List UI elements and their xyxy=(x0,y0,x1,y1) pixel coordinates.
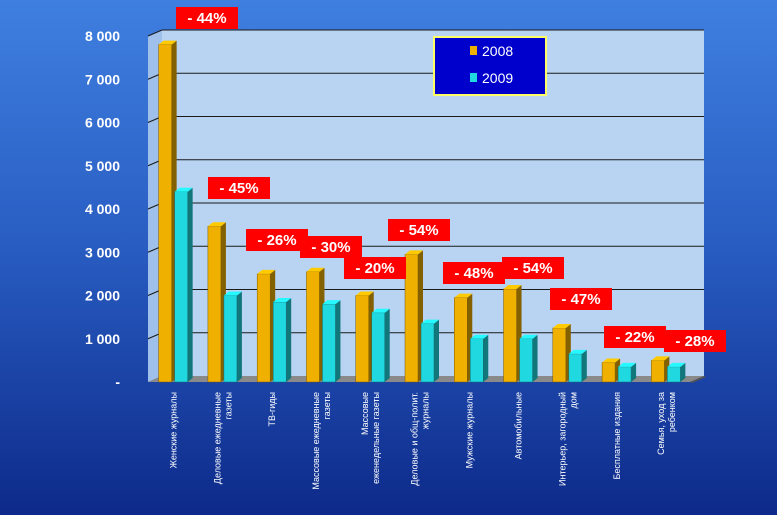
svg-text:- 54%: - 54% xyxy=(399,222,438,239)
svg-text:Массовые ежедневныегазеты: Массовые ежедневныегазеты xyxy=(311,392,332,490)
x-tick-label: Массовые ежедневныегазеты xyxy=(311,392,332,490)
svg-text:- 22%: - 22% xyxy=(615,329,654,346)
svg-text:ТВ-гиды: ТВ-гиды xyxy=(267,392,277,427)
x-tick-label: ТВ-гиды xyxy=(267,392,277,427)
bar-2008 xyxy=(601,358,621,383)
bar-2008 xyxy=(355,291,374,383)
x-tick-label: Женские журналы xyxy=(169,392,179,468)
floor-edge xyxy=(690,376,706,383)
svg-text:- 48%: - 48% xyxy=(454,265,493,282)
svg-text:- 30%: - 30% xyxy=(311,239,350,256)
bar-2009 xyxy=(667,362,686,383)
svg-text:Деловые и общ-полит.журналы: Деловые и общ-полит.журналы xyxy=(410,392,431,486)
change-label: - 30% xyxy=(300,236,362,258)
x-tick-label: Автомобильные xyxy=(514,392,524,459)
grid-line-side xyxy=(147,29,163,37)
x-tick-label: Бесплатные издания xyxy=(612,392,622,480)
svg-text:- 28%: - 28% xyxy=(675,333,714,350)
x-tick-label: Семья, уход заребенком xyxy=(656,392,677,455)
change-label: - 22% xyxy=(604,326,666,348)
svg-text:- 20%: - 20% xyxy=(355,260,394,277)
bar-2008 xyxy=(158,40,177,383)
bar-2008 xyxy=(651,356,670,383)
y-tick-label: 3 000 xyxy=(85,244,120,260)
svg-text:Мужские журналы: Мужские журналы xyxy=(464,392,474,468)
legend-swatch-2009 xyxy=(470,73,477,82)
svg-text:- 54%: - 54% xyxy=(513,260,552,277)
bar-2009 xyxy=(617,362,637,383)
change-label: - 45% xyxy=(208,177,270,199)
change-label: - 54% xyxy=(388,219,450,241)
bar-2009 xyxy=(174,187,193,383)
change-labels: - 44% - 45% - 26% - 30% - 20% - 54% - 48% - 54%… xyxy=(176,7,726,352)
svg-text:Интерьер, загородныйдом: Интерьер, загородныйдом xyxy=(557,392,578,486)
y-tick-label: 1 000 xyxy=(85,331,120,347)
svg-text:Массовыееженедельные газеты: Массовыееженедельные газеты xyxy=(360,392,381,484)
svg-text:Женские журналы: Женские журналы xyxy=(169,392,179,468)
bar-2009 xyxy=(420,319,439,383)
svg-text:Бесплатные издания: Бесплатные издания xyxy=(612,392,622,480)
svg-text:- 26%: - 26% xyxy=(257,232,296,249)
change-label: - 28% xyxy=(664,330,726,352)
y-tick-label: 8 000 xyxy=(85,28,120,44)
bar-2008 xyxy=(454,293,473,383)
bar-2008 xyxy=(207,222,226,383)
x-axis-ticks: Женские журналы Деловые ежедневныегазеты Т… xyxy=(169,392,677,490)
change-label: - 48% xyxy=(443,262,505,284)
y-tick-label: 5 000 xyxy=(85,158,120,174)
bar-2009 xyxy=(223,291,242,383)
y-tick-label: 4 000 xyxy=(85,201,120,217)
svg-text:- 47%: - 47% xyxy=(561,291,600,308)
y-tick-label: 7 000 xyxy=(85,71,120,87)
bar-2009 xyxy=(470,334,489,383)
bar-2009 xyxy=(272,297,292,383)
legend-label-2008: 2008 xyxy=(482,43,513,59)
change-label: - 20% xyxy=(344,257,406,279)
bar-2008 xyxy=(503,285,522,383)
change-label: - 26% xyxy=(246,229,308,251)
bar-2009 xyxy=(322,300,341,383)
x-tick-label: Деловые и общ-полит.журналы xyxy=(410,392,431,486)
svg-text:- 44%: - 44% xyxy=(187,10,226,27)
bar-2008 xyxy=(306,267,325,383)
x-tick-label: Мужские журналы xyxy=(464,392,474,468)
bar-2008 xyxy=(404,250,423,383)
y-tick-label: - xyxy=(115,374,120,390)
legend: 2008 2009 xyxy=(433,36,547,96)
legend-swatch-2008 xyxy=(470,46,477,55)
legend-box xyxy=(433,36,547,96)
bar-2008 xyxy=(552,323,571,383)
change-label: - 44% xyxy=(176,7,238,29)
svg-text:Семья, уход заребенком: Семья, уход заребенком xyxy=(656,392,677,455)
bars xyxy=(158,40,686,383)
x-tick-label: Деловые ежедневныегазеты xyxy=(212,392,233,484)
y-tick-label: 2 000 xyxy=(85,288,120,304)
legend-label-2009: 2009 xyxy=(482,70,513,86)
bar-2009 xyxy=(371,308,390,383)
change-label: - 54% xyxy=(502,257,564,279)
y-axis-ticks: - 1 000 2 000 3 000 4 000 5 000 6 000 7 000 8 00… xyxy=(85,28,120,390)
x-tick-label: Интерьер, загородныйдом xyxy=(557,392,578,486)
bar-2008 xyxy=(256,269,276,383)
bar-2009 xyxy=(519,334,538,383)
change-label: - 47% xyxy=(550,288,612,310)
svg-text:- 45%: - 45% xyxy=(219,180,258,197)
x-tick-label: Массовыееженедельные газеты xyxy=(360,392,381,484)
bar-2009 xyxy=(568,349,587,383)
svg-text:Деловые ежедневныегазеты: Деловые ежедневныегазеты xyxy=(212,392,233,484)
svg-text:Автомобильные: Автомобильные xyxy=(514,392,524,459)
y-tick-label: 6 000 xyxy=(85,115,120,131)
